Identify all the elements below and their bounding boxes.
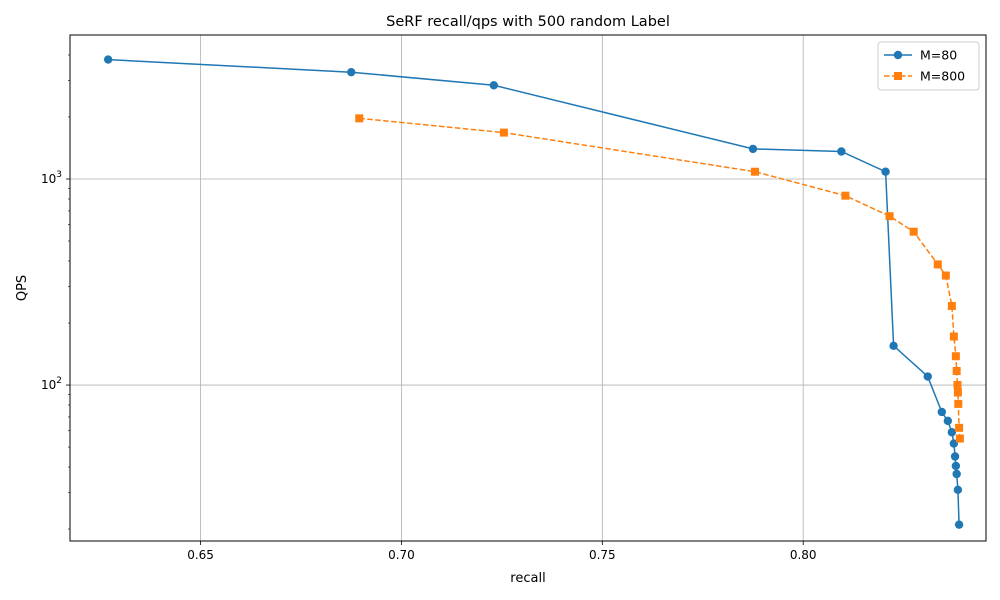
y-axis-label: QPS <box>15 275 30 301</box>
data-point <box>909 227 918 236</box>
data-point <box>499 128 508 137</box>
data-point <box>943 416 953 426</box>
data-point <box>937 407 947 417</box>
x-tick-label: 0.80 <box>790 548 817 562</box>
legend-label: M=80 <box>920 48 957 63</box>
data-point <box>950 452 960 461</box>
data-point <box>885 212 894 221</box>
chart-title: SeRF recall/qps with 500 random Label <box>386 14 670 30</box>
series-line-2 <box>359 117 961 439</box>
x-axis-label: recall <box>510 571 545 586</box>
data-point <box>954 520 964 529</box>
x-tick-label: 0.70 <box>388 548 415 562</box>
data-point <box>355 114 364 123</box>
data-point <box>953 388 962 397</box>
data-point <box>881 167 890 176</box>
data-point <box>955 434 964 443</box>
data-point <box>933 260 942 269</box>
data-point <box>953 485 963 495</box>
data-point <box>947 301 956 310</box>
data-point <box>347 67 356 77</box>
data-point <box>103 55 113 64</box>
data-point <box>949 332 958 341</box>
data-point <box>953 381 962 390</box>
x-tick-label: 0.65 <box>187 548 214 562</box>
data-point <box>889 341 898 351</box>
data-point <box>955 423 964 432</box>
legend-marker <box>893 50 903 60</box>
data-point <box>952 469 961 479</box>
data-point <box>750 167 759 176</box>
legend: M=80 M=800 <box>877 41 980 91</box>
legend-box <box>877 41 980 91</box>
data-point <box>837 147 846 156</box>
x-tick-label: 0.75 <box>589 548 616 562</box>
data-point <box>951 352 960 361</box>
data-point <box>952 366 961 375</box>
data-point <box>489 81 499 90</box>
y-tick-label: 102 <box>41 376 62 392</box>
axis-ticks: 0.65 0.70 0.75 0.80 102 103 <box>41 54 817 562</box>
series-layer <box>103 55 964 529</box>
grid <box>70 35 986 541</box>
plot-frame <box>69 34 987 542</box>
data-point <box>748 144 758 154</box>
series-line-1 <box>108 58 960 525</box>
data-point <box>923 372 932 381</box>
data-point <box>951 461 961 471</box>
data-point <box>941 271 950 280</box>
data-point <box>954 399 963 408</box>
legend-label: M=800 <box>920 69 965 84</box>
y-tick-label: 103 <box>41 170 62 186</box>
legend-marker <box>894 72 902 80</box>
data-point <box>841 191 850 200</box>
data-point <box>947 428 957 437</box>
